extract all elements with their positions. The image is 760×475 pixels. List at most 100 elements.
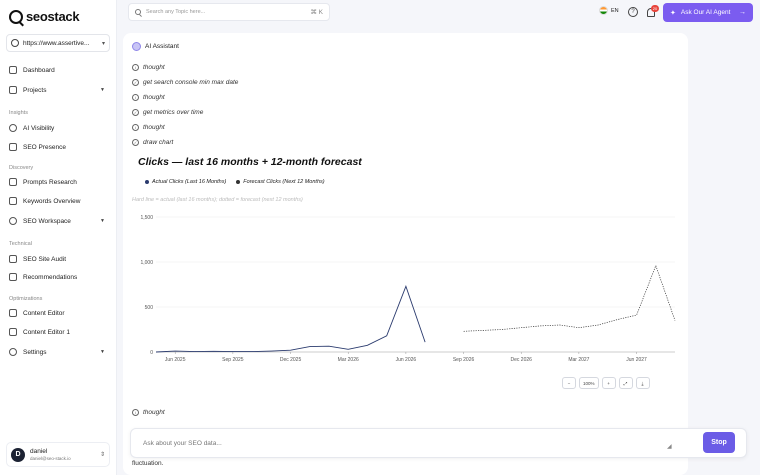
check-circle-icon: ✓ (132, 109, 139, 116)
notification-badge: 20 (651, 5, 659, 12)
ask-ai-agent-button[interactable]: ✦ Ask Our AI Agent → (663, 3, 753, 22)
search-bar[interactable]: Search any Topic here... ⌘ K (128, 3, 330, 21)
chart-title: Clicks — last 16 months + 12-month forec… (138, 156, 362, 168)
caret-down-icon: ▼ (100, 218, 105, 224)
section-label-discovery: Discovery (9, 165, 34, 171)
legend-swatch (145, 180, 149, 184)
user-email: daniel@seo-stack.io (30, 455, 71, 461)
legend-item-actual[interactable]: Actual Clicks (Last 16 Months) (145, 179, 226, 185)
list-icon (9, 273, 17, 281)
legend-label: Forecast Clicks (Next 12 Months) (243, 179, 325, 185)
y-tick-label: 0 (150, 350, 153, 356)
sidebar-item-settings[interactable]: Settings ▼ (9, 345, 109, 359)
check-circle-icon: ✓ (132, 139, 139, 146)
help-icon[interactable]: ? (628, 7, 638, 17)
site-url: https://www.assertive... (23, 39, 90, 47)
x-tick-label: Jun 2025 (165, 357, 186, 363)
sparkle-icon: ✦ (670, 9, 676, 17)
step-text: thought (143, 124, 165, 131)
resize-handle-icon[interactable]: ◢ (667, 444, 672, 450)
chevron-down-icon: ▾ (101, 40, 105, 47)
sidebar-item-keywords-overview[interactable]: Keywords Overview (9, 194, 109, 208)
sidebar-item-seo-presence[interactable]: SEO Presence (9, 140, 109, 154)
avatar: D (11, 447, 25, 462)
user-menu[interactable]: D daniel daniel@seo-stack.io ⇕ (6, 442, 110, 467)
sidebar-item-seo-site-audit[interactable]: SEO Site Audit (9, 252, 109, 266)
sidebar-item-projects[interactable]: Projects ▼ (9, 83, 109, 97)
sidebar-item-label: Keywords Overview (23, 197, 81, 205)
step-item[interactable]: i thought (132, 409, 165, 416)
search-input[interactable]: Search any Topic here... (146, 9, 206, 15)
stop-button[interactable]: Stop (703, 432, 735, 453)
chat-input[interactable]: Ask about your SEO data... (143, 440, 222, 447)
section-label-insights: Insights (9, 110, 28, 116)
workspace-icon (9, 217, 17, 225)
actual-clicks-line (155, 284, 426, 353)
folder-icon (9, 86, 17, 94)
eye-icon (9, 124, 17, 132)
sidebar-item-ai-visibility[interactable]: AI Visibility (9, 121, 109, 135)
step-item[interactable]: ✓ draw chart (132, 139, 173, 146)
india-flag-icon (599, 6, 608, 15)
sidebar-item-label: Projects (23, 86, 47, 94)
key-icon (9, 197, 17, 205)
brand-logo[interactable]: seostack (9, 9, 80, 24)
sidebar-item-content-editor-1[interactable]: Content Editor 1 (9, 325, 109, 339)
sidebar-item-content-editor[interactable]: Content Editor (9, 306, 109, 320)
thought-icon: i (132, 64, 139, 71)
x-tick-label: Mar 2026 (338, 357, 359, 363)
language-selector[interactable]: EN (599, 6, 619, 15)
sidebar-item-prompts-research[interactable]: Prompts Research (9, 175, 109, 189)
zoom-level-button[interactable]: 100% (579, 377, 599, 389)
thumbs-up-icon (9, 255, 17, 263)
sidebar: seostack https://www.assertive... ▾ Dash… (0, 0, 117, 475)
legend-swatch (236, 180, 241, 184)
zoom-out-button[interactable]: − (562, 377, 576, 389)
document-icon (9, 328, 17, 336)
step-item[interactable]: ✓ get search console min max date (132, 79, 238, 86)
sidebar-item-seo-workspace[interactable]: SEO Workspace ▼ (9, 214, 109, 228)
chart-legend: Actual Clicks (Last 16 Months) Forecast … (145, 179, 325, 185)
x-tick-label: Sep 2026 (453, 357, 475, 363)
chart-toolbar: − 100% + ⤢ ⤓ (562, 377, 650, 389)
thought-icon: i (132, 124, 139, 131)
step-item[interactable]: ✓ get metrics over time (132, 109, 203, 116)
step-item[interactable]: i thought (132, 64, 165, 71)
step-item[interactable]: i thought (132, 94, 165, 101)
sidebar-item-recommendations[interactable]: Recommendations (9, 270, 109, 284)
zoom-in-button[interactable]: + (601, 377, 616, 389)
forecast-clicks-line (463, 264, 676, 332)
x-tick-label: Dec 2026 (511, 357, 533, 363)
y-tick-label: 1,500 (140, 215, 153, 221)
ask-ai-agent-label: Ask Our AI Agent (680, 9, 731, 16)
chevron-up-down-icon: ⇕ (99, 452, 105, 458)
x-tick-label: Mar 2027 (568, 357, 589, 363)
fullscreen-button[interactable]: ⤢ (618, 377, 633, 389)
logo-icon (9, 9, 23, 24)
legend-item-forecast[interactable]: Forecast Clicks (Next 12 Months) (236, 179, 325, 185)
site-selector[interactable]: https://www.assertive... ▾ (6, 34, 110, 52)
language-label: EN (611, 7, 619, 14)
brand-name: seostack (26, 9, 80, 24)
sidebar-item-dashboard[interactable]: Dashboard (9, 63, 109, 77)
step-text: thought (143, 409, 165, 416)
x-tick-label: Dec 2025 (280, 357, 302, 363)
sidebar-item-label: Settings (23, 348, 47, 356)
clicks-line-chart: 0 500 1,000 1,500 Jun 2025 Sep 2025 Dec 2025 Ma… (140, 215, 676, 363)
check-circle-icon: ✓ (132, 79, 139, 86)
download-button[interactable]: ⤓ (635, 377, 650, 389)
chart-note: Hard line = actual (last 16 months); dot… (132, 197, 303, 203)
step-item[interactable]: i thought (132, 124, 165, 131)
x-tick-label: Sep 2025 (222, 357, 244, 363)
search-shortcut: ⌘ K (310, 9, 323, 16)
globe-icon (11, 39, 19, 47)
assistant-panel: AI Assistant i thought ✓ get search cons… (123, 33, 688, 475)
step-text: get search console min max date (143, 79, 239, 86)
section-label-optimizations: Optimizations (9, 296, 43, 302)
step-text: thought (143, 94, 165, 101)
ai-assistant-icon (132, 42, 141, 51)
chat-composer: Ask about your SEO data... ◢ (130, 428, 747, 458)
section-label-technical: Technical (9, 241, 32, 247)
dashboard-icon (9, 66, 17, 74)
search-icon (135, 9, 141, 15)
